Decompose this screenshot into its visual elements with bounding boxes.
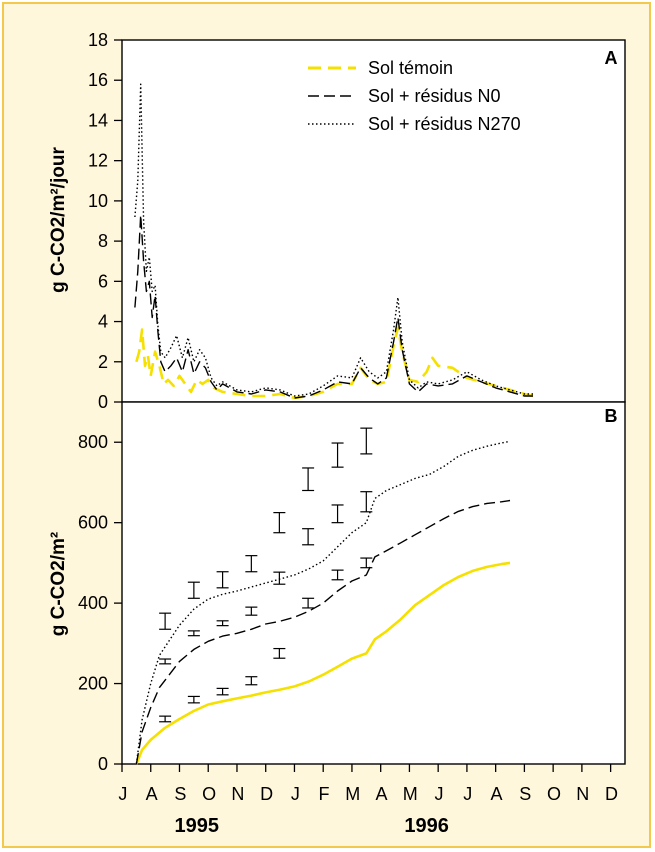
x-tick-label: S — [174, 784, 186, 804]
y-axis-label-a: g C-CO2/m²/jour — [48, 147, 69, 293]
panel-a-y-tick-label: 14 — [88, 110, 108, 130]
panel-a-series-1 — [134, 214, 533, 399]
panel-b: 0 200 400 600 800 g C-CO2/m² B — [48, 401, 626, 774]
x-tick-label: J — [118, 784, 127, 804]
year-label: 1995 — [174, 815, 219, 837]
panel-b-y-tick-label: 0 — [98, 754, 108, 774]
legend-label-2: Sol + résidus N270 — [368, 114, 521, 134]
panel-b-series-2 — [135, 440, 511, 765]
legend-label-1: Sol + résidus N0 — [368, 86, 501, 106]
x-tick-label: M — [345, 784, 360, 804]
panel-a-y-tick-label: 0 — [98, 392, 108, 412]
x-tick-label: O — [547, 784, 561, 804]
y-axis-label-b: g C-CO2/m² — [48, 532, 69, 637]
x-tick-label: N — [576, 784, 589, 804]
x-tick-label: J — [463, 784, 472, 804]
x-tick-label: D — [605, 784, 618, 804]
panel-a-y-tick-label: 8 — [98, 231, 108, 251]
legend-label-0: Sol témoin — [368, 58, 453, 78]
x-tick-label: J — [435, 784, 444, 804]
x-tick-label: S — [519, 784, 531, 804]
panel-a-y-tick-label: 16 — [88, 70, 108, 90]
panel-a-plot-area — [121, 39, 626, 403]
panel-b-series-0 — [135, 561, 511, 765]
panel-a-y-tick-label: 12 — [88, 151, 108, 171]
x-tick-label: M — [403, 784, 418, 804]
x-tick-label: A — [146, 784, 158, 804]
panel-a-y-tick-label: 18 — [88, 30, 108, 50]
panel-a-series-0 — [135, 326, 534, 400]
x-tick-label: F — [319, 784, 330, 804]
x-tick-label: A — [376, 784, 388, 804]
panel-b-y-tick-label: 800 — [78, 432, 108, 452]
x-tick-label: D — [260, 784, 273, 804]
x-tick-label: N — [231, 784, 244, 804]
panel-b-plot-area — [121, 401, 626, 765]
panel-b-y-tick-label: 400 — [78, 593, 108, 613]
x-tick-label: J — [291, 784, 300, 804]
x-tick-label: A — [491, 784, 503, 804]
panel-a: 0 2 4 6 8 10 12 14 16 18 g C-CO2/m²/jour A — [48, 30, 626, 412]
legend: Sol témoin Sol + résidus N0 Sol + résidus … — [308, 58, 521, 134]
panel-a-y-tick-label: 2 — [98, 352, 108, 372]
panel-a-y-tick-label: 4 — [98, 312, 108, 332]
panel-a-y-tick-label: 6 — [98, 271, 108, 291]
panel-b-y-tick-label: 200 — [78, 674, 108, 694]
panel-b-label: B — [605, 406, 618, 426]
panel-b-series-1 — [135, 499, 511, 765]
panel-a-y-tick-label: 10 — [88, 191, 108, 211]
year-label: 1996 — [404, 815, 449, 837]
panel-a-label: A — [605, 48, 618, 68]
x-tick-label: O — [202, 784, 216, 804]
panel-b-y-tick-label: 600 — [78, 513, 108, 533]
panel-a-series-2 — [134, 83, 533, 397]
